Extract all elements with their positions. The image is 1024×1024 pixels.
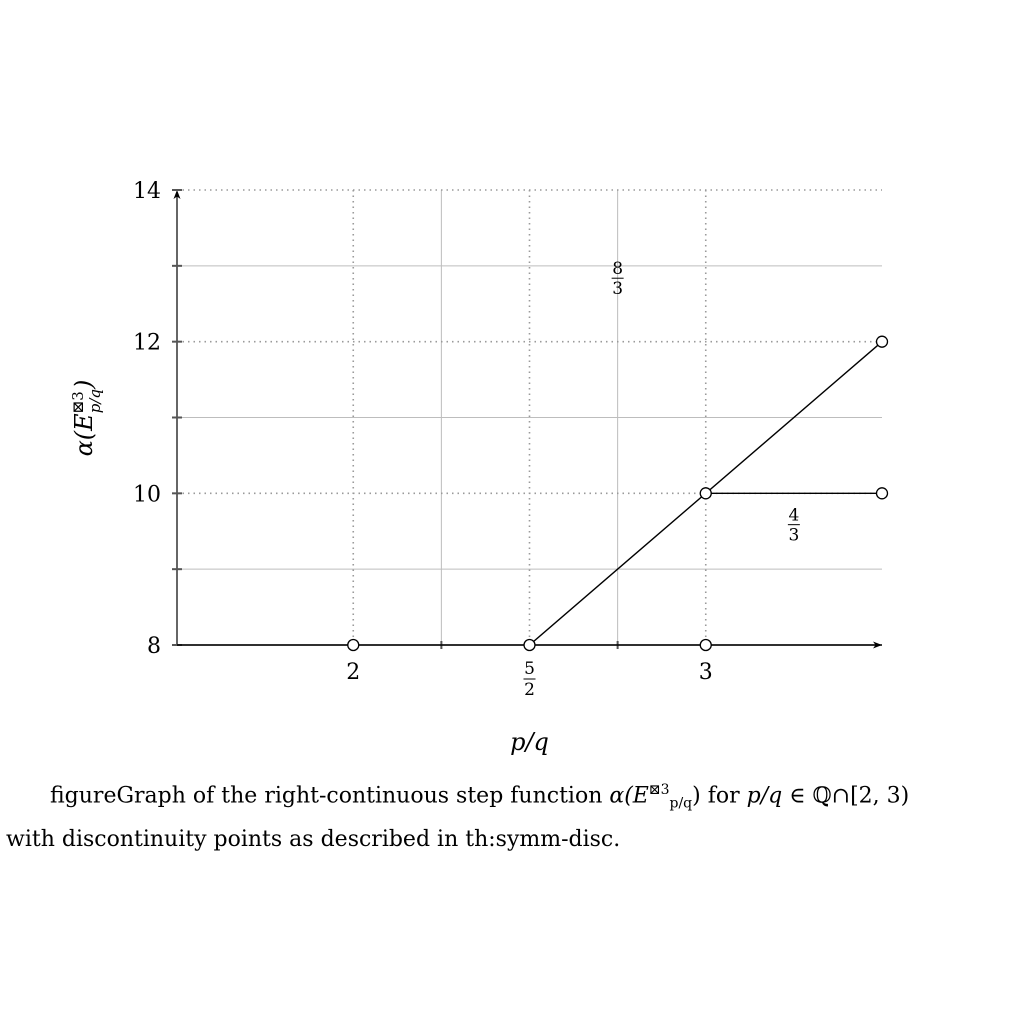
open-point-marker	[875, 335, 889, 348]
y-axis-title: α(E⊠3p/q)	[69, 380, 104, 457]
open-point-marker	[875, 487, 889, 500]
y-tick-label: 10	[133, 482, 161, 507]
slope-label-den: 3	[788, 526, 799, 546]
open-point-marker	[699, 638, 712, 652]
figure-caption: figureGraph of the right-continuous step…	[6, 772, 1022, 858]
x-tick-label: 2	[346, 660, 360, 685]
markers	[347, 335, 889, 652]
open-point-marker	[699, 487, 712, 500]
y-tick-label: 14	[133, 179, 161, 204]
y-title-sup: ⊠3	[69, 391, 87, 413]
caption-math-alpha: α(E	[609, 783, 649, 809]
caption-line-1: figureGraph of the right-continuous step…	[6, 772, 1022, 822]
x-tick-label-num: 5	[524, 659, 535, 679]
y-tick-label: 8	[147, 634, 161, 659]
x-tick-label: 3	[699, 660, 713, 685]
slope-label-num: 4	[788, 506, 799, 526]
x-tick-label-den: 2	[524, 680, 535, 700]
y-axis-arrow	[173, 190, 181, 199]
open-point-marker	[523, 638, 536, 652]
caption-math-close: )	[692, 783, 701, 809]
caption-math-sub: p/q	[669, 795, 693, 812]
caption-line-2: with discontinuity points as described i…	[6, 826, 621, 852]
y-title-sub: p/q	[86, 389, 104, 413]
caption-prefix: figureGraph of the right-continuous step…	[50, 783, 610, 809]
caption-math-pq: p/q	[746, 783, 783, 809]
y-title-main: α(E	[70, 413, 98, 457]
y-tick-label: 12	[133, 331, 161, 356]
axes	[172, 189, 882, 649]
open-point-marker	[347, 638, 360, 652]
slope-label-num: 8	[612, 259, 623, 279]
caption-mid: for	[700, 783, 747, 809]
grid	[177, 189, 882, 645]
x-axis-title: p/q	[510, 728, 549, 756]
caption-math-sup: ⊠3	[648, 782, 670, 798]
slope-label-den: 3	[612, 279, 623, 299]
y-title-close: )	[70, 380, 98, 390]
caption-suffix: ∈ ℚ∩[2, 3)	[782, 783, 910, 809]
